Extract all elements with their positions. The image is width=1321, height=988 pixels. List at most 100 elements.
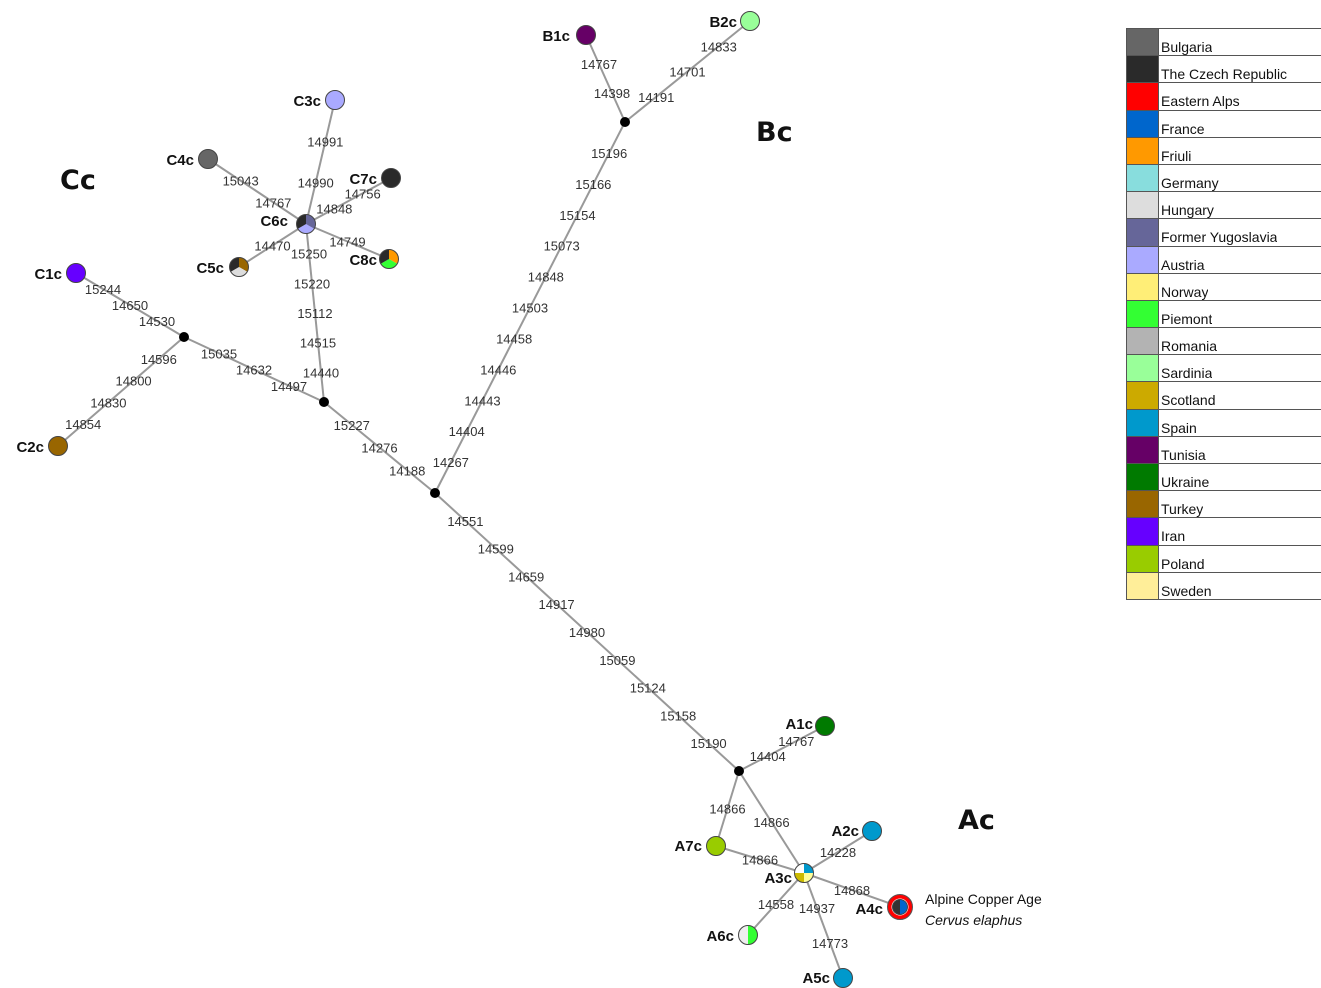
legend-row: Former Yugoslavia xyxy=(1126,219,1321,247)
mutation-label: 15190 xyxy=(691,736,727,751)
legend-swatch xyxy=(1126,219,1159,246)
legend-row: Norway xyxy=(1126,273,1321,301)
mutation-labels-layer: 14767 14398 14833 14701 14191 15196 15166 15154… xyxy=(65,39,870,951)
haplotype-node-a4c[interactable] xyxy=(887,894,913,920)
haplotype-node-a5c[interactable] xyxy=(833,968,853,988)
haplotype-node-c4c[interactable] xyxy=(198,149,218,169)
legend-swatch xyxy=(1126,192,1159,219)
legend-row: Romania xyxy=(1126,328,1321,356)
edge-nc1-nc2 xyxy=(183,336,325,403)
legend-swatch xyxy=(1126,164,1159,192)
mutation-label: 15112 xyxy=(297,306,332,321)
haplotype-node-b2c[interactable] xyxy=(740,11,760,31)
haplotype-node-a6c[interactable] xyxy=(738,925,758,945)
haplotype-node-a3c[interactable] xyxy=(794,863,814,883)
legend-row: Tunisia xyxy=(1126,436,1321,464)
mutation-label: 14515 xyxy=(300,336,336,351)
edge-na-a3c xyxy=(738,770,805,874)
node-label-c4c: C4c xyxy=(166,152,194,169)
mutation-label: 14188 xyxy=(389,463,425,478)
haplotype-node-c7c[interactable] xyxy=(381,168,401,188)
legend-label: Norway xyxy=(1161,283,1209,300)
mutation-label: 15035 xyxy=(201,346,237,361)
legend-label: Sardinia xyxy=(1161,365,1213,382)
legend-row: Piemont xyxy=(1126,300,1321,329)
mutation-label: 14267 xyxy=(433,455,469,470)
median-vertex xyxy=(430,488,440,498)
legend-row: Sardinia xyxy=(1126,355,1321,383)
legend-label: Poland xyxy=(1161,555,1205,572)
mutation-label: 14991 xyxy=(307,134,343,149)
node-label-a7c: A7c xyxy=(674,838,702,855)
legend-row: Hungary xyxy=(1126,192,1321,220)
mutation-label: 14937 xyxy=(799,901,835,916)
legend-swatch xyxy=(1126,328,1159,355)
mutation-label: 15250 xyxy=(291,247,327,262)
legend-swatch xyxy=(1126,491,1159,518)
haplotype-node-c6c[interactable] xyxy=(296,214,316,234)
legend-label: Ukraine xyxy=(1161,474,1210,490)
mutation-label: 14866 xyxy=(709,802,745,817)
mutation-label: 14599 xyxy=(478,542,514,557)
mutation-label: 14830 xyxy=(90,395,126,410)
legend-label: Tunisia xyxy=(1161,446,1206,463)
legend-label: Former Yugoslavia xyxy=(1161,229,1278,246)
mutation-label: 15196 xyxy=(591,146,627,161)
mutation-label: 14854 xyxy=(65,417,101,432)
legend-row: Turkey xyxy=(1126,491,1321,519)
mutation-label: 14917 xyxy=(539,597,575,612)
mutation-label: 15227 xyxy=(334,418,370,433)
legend-row: Eastern Alps xyxy=(1126,83,1321,111)
legend-label: Romania xyxy=(1161,338,1218,355)
node-label-c3c: C3c xyxy=(293,93,321,110)
haplotype-node-c2c[interactable] xyxy=(48,436,68,456)
edges-layer xyxy=(57,20,901,979)
legend-row: Spain xyxy=(1126,409,1321,437)
mutation-label: 14990 xyxy=(298,176,334,191)
node-label-a1c: A1c xyxy=(785,716,813,733)
edge-a3c-a5c xyxy=(803,872,844,979)
haplotype-node-c8c[interactable] xyxy=(379,249,399,269)
edge-a3c-a4c xyxy=(803,872,901,908)
mutation-label: 14558 xyxy=(758,897,794,912)
legend-swatch xyxy=(1126,355,1159,382)
legend-row: Poland xyxy=(1126,545,1321,573)
mutation-label: 14632 xyxy=(236,363,272,378)
legend-row: Austria xyxy=(1126,246,1321,274)
edge-b1c-nb xyxy=(585,34,626,123)
edge-nb-ncenter xyxy=(434,121,626,494)
edge-c1c-nc1 xyxy=(75,272,185,338)
edge-a3c-a6c xyxy=(747,872,805,936)
haplotype-node-c5c[interactable] xyxy=(229,257,249,277)
mutation-label: 14866 xyxy=(753,815,789,830)
haplotype-node-b1c[interactable] xyxy=(576,25,596,45)
mutation-label: 14458 xyxy=(496,331,532,346)
edge-c6c-c5c xyxy=(238,223,307,268)
haplotype-node-c1c[interactable] xyxy=(66,263,86,283)
legend-swatch xyxy=(1126,56,1159,83)
mutation-label: 14659 xyxy=(508,569,544,584)
mutation-label: 15166 xyxy=(575,177,611,192)
legend-label: Hungary xyxy=(1161,202,1214,219)
node-label-a2c: A2c xyxy=(831,823,859,840)
haplotype-node-a1c[interactable] xyxy=(815,716,835,736)
legend-label: France xyxy=(1161,120,1205,137)
mutation-label: 14228 xyxy=(820,845,856,860)
legend-label: Turkey xyxy=(1161,501,1204,518)
legend-row: France xyxy=(1126,110,1321,138)
node-label-b2c: B2c xyxy=(709,14,737,31)
mutation-label: 15073 xyxy=(544,239,580,254)
median-vertex xyxy=(179,332,189,342)
haplotype-node-c3c[interactable] xyxy=(325,90,345,110)
legend-swatch xyxy=(1126,29,1159,56)
mutation-label: 14749 xyxy=(329,235,365,250)
haplotype-node-a2c[interactable] xyxy=(862,821,882,841)
annotation-line-1: Alpine Copper Age xyxy=(925,891,1042,907)
haplotype-node-a7c[interactable] xyxy=(706,836,726,856)
edge-c6c-c8c xyxy=(305,223,390,260)
legend-swatch xyxy=(1126,273,1159,300)
mutation-label: 14191 xyxy=(638,90,674,105)
legend-swatch xyxy=(1126,518,1159,545)
annotation-line-2: Cervus elaphus xyxy=(925,912,1022,928)
legend-row: Bulgaria xyxy=(1126,29,1321,57)
